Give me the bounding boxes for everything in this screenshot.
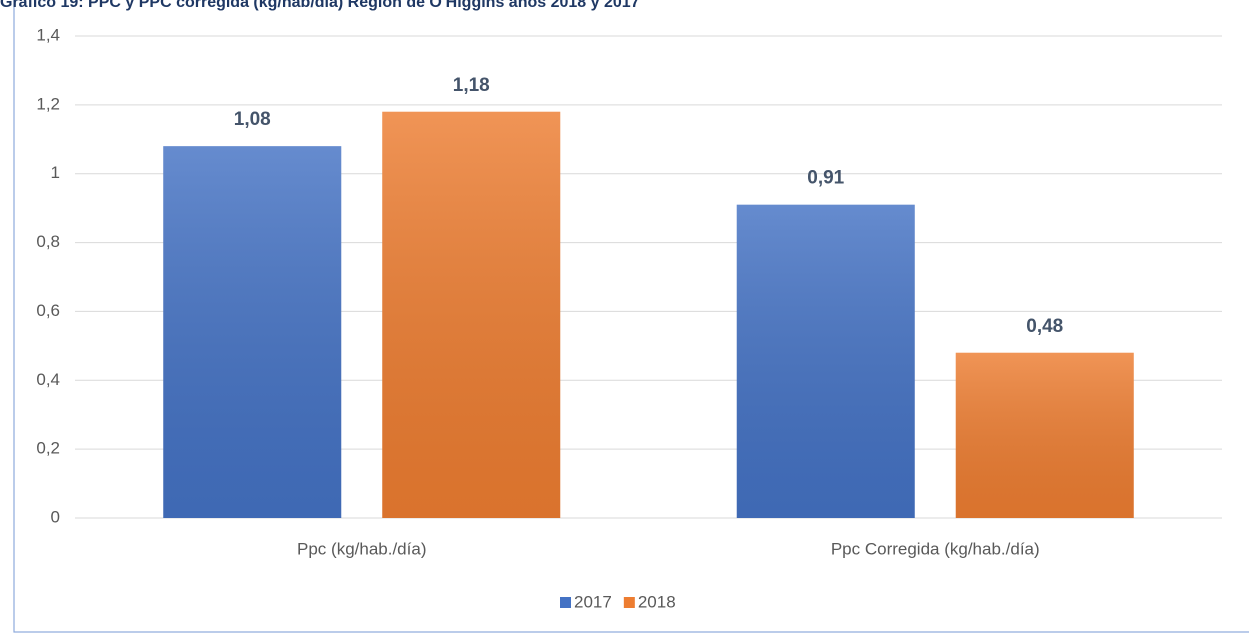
y-tick-label: 0,8 [36,232,60,251]
y-tick-label: 0,6 [36,301,60,320]
y-tick-label: 1 [51,163,60,182]
y-tick-label: 0 [51,507,60,526]
bar-shade [955,352,1134,518]
legend-label: 2018 [638,592,676,611]
chart-title: Gráfico 19: PPC y PPC corregida (kg/hab/… [0,0,640,11]
data-label: 1,08 [234,109,271,130]
y-tick-label: 0,2 [36,439,60,458]
bar-shade [736,204,915,518]
bar-shade [163,146,342,518]
data-label: 0,91 [807,168,844,189]
x-tick-label: Ppc (kg/hab./día) [297,539,426,558]
y-tick-label: 0,4 [36,370,60,389]
y-tick-label: 1,2 [36,94,60,113]
legend-label: 2017 [574,592,612,611]
bar-shade [382,111,561,518]
data-label: 0,48 [1026,316,1063,337]
y-tick-label: 1,4 [36,25,60,44]
legend-swatch [560,597,571,608]
data-label: 1,18 [453,75,490,96]
legend-swatch [623,597,635,608]
x-tick-label: Ppc Corregida (kg/hab./día) [831,539,1040,558]
